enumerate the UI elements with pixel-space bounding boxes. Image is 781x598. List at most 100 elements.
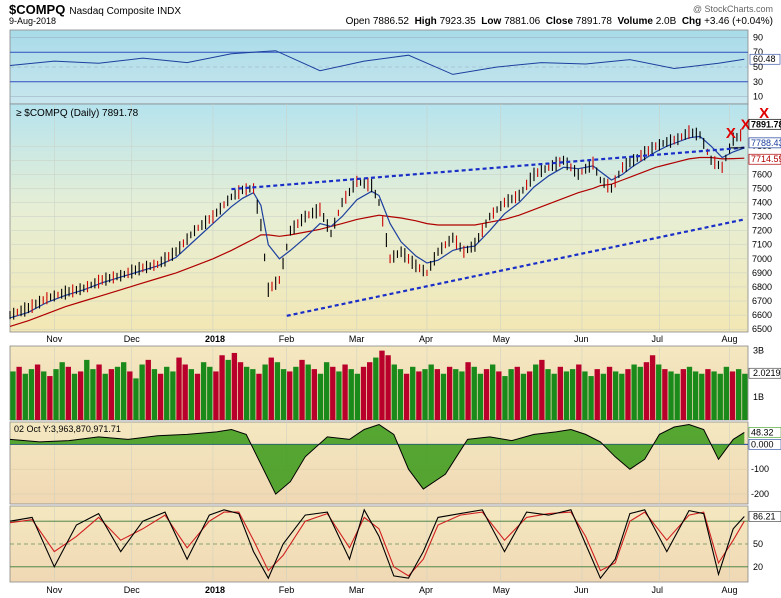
- stochastic-d-line: [9, 511, 745, 577]
- price-tick: 7200: [752, 226, 772, 236]
- volume-bar: [520, 373, 527, 420]
- volume-bar: [133, 378, 139, 420]
- x-axis-label: Jul: [651, 585, 663, 595]
- volume-bar: [723, 366, 730, 420]
- volume-bar: [686, 366, 693, 420]
- volume-bar: [127, 371, 133, 420]
- volume-bar: [613, 371, 619, 420]
- stochastic-tick: 20: [753, 562, 763, 572]
- x-axis-label: Apr: [419, 585, 433, 595]
- volume-bar: [729, 371, 736, 420]
- volume-bar: [41, 371, 47, 420]
- macd-line: [9, 423, 745, 495]
- volume-bar: [157, 373, 164, 420]
- price-tick: 6900: [752, 268, 772, 278]
- volume-bar: [176, 357, 182, 420]
- volume-bar: [256, 373, 262, 420]
- rsi-line: [9, 50, 745, 75]
- volume-bar: [379, 350, 385, 420]
- volume-bar: [360, 366, 367, 420]
- price-tick: 7600: [752, 169, 772, 179]
- stochastic-tick: 50: [753, 539, 763, 549]
- volume-bar: [465, 362, 471, 420]
- macd-tick: 48.32: [751, 427, 774, 437]
- volume-bar: [508, 369, 514, 420]
- volume-bar: [557, 366, 563, 420]
- volume-bar: [348, 369, 354, 420]
- rsi-tick: 30: [753, 77, 763, 87]
- volume-bar: [545, 369, 551, 420]
- volume-bar: [367, 362, 373, 420]
- last-value-box: [748, 153, 781, 165]
- volume-bar: [594, 369, 600, 420]
- quote-line: Open 7886.52 High 7923.35 Low 7881.06 Cl…: [345, 16, 773, 27]
- x-axis-label: Dec: [124, 334, 141, 344]
- volume-bar: [188, 369, 194, 420]
- volume-bar: [317, 373, 324, 420]
- close-value: 7891.78: [575, 16, 612, 27]
- volume-bar: [692, 371, 699, 420]
- volume-bar: [194, 373, 201, 420]
- volume-bar: [631, 364, 637, 420]
- volume-bar: [336, 371, 342, 420]
- x-marker: X: [726, 125, 736, 142]
- chart-header: $COMPQ Nasdaq Composite INDX 9-Aug-2018 @…: [0, 0, 781, 28]
- volume-bar: [514, 366, 520, 420]
- volume-bar: [330, 366, 336, 420]
- volume-bar: [428, 364, 434, 420]
- macd-value-box: [748, 439, 781, 450]
- volume-bar: [410, 366, 416, 420]
- x-axis-label: Aug: [722, 334, 738, 344]
- volume-bar: [354, 373, 361, 420]
- volume-bar: [250, 369, 256, 420]
- high-value: 7923.35: [439, 16, 476, 27]
- volume-bar: [323, 362, 330, 420]
- volume-bar: [717, 373, 723, 420]
- volume-bar: [705, 369, 711, 420]
- volume-bar: [342, 364, 348, 420]
- volume-bar: [576, 364, 582, 420]
- x-axis-label: Dec: [124, 585, 141, 595]
- volume-bar: [736, 369, 742, 420]
- chart-date: 9-Aug-2018: [9, 16, 57, 26]
- volume-bar: [662, 369, 668, 420]
- stochastic-k-line: [9, 508, 745, 580]
- rsi-tick: 50: [753, 62, 763, 72]
- volume-bar: [637, 366, 643, 420]
- volume-bar: [606, 366, 613, 420]
- credit-text: @ StockCharts.com: [692, 4, 773, 14]
- volume-bar: [268, 357, 274, 420]
- vol-panel: [9, 345, 749, 421]
- volume-bar: [600, 373, 607, 420]
- stochastic-value-box: [748, 511, 781, 522]
- volume-bar: [311, 369, 317, 420]
- volume-bar: [502, 376, 508, 420]
- sma-short-line: [9, 135, 745, 319]
- price-tick: 7300: [752, 212, 772, 222]
- volume-bar: [299, 359, 305, 420]
- volume-bar: [262, 364, 268, 420]
- volume-bar: [649, 355, 656, 420]
- volume-bar: [656, 364, 662, 420]
- x-axis-label: Jun: [574, 585, 589, 595]
- x-axis-label: 2018: [205, 585, 225, 595]
- price-tick: 7500: [752, 183, 772, 193]
- macd-tick: 0.000: [751, 439, 774, 449]
- macd-area: [10, 424, 745, 495]
- volume-bar: [459, 371, 465, 420]
- sma-long-line: [9, 156, 745, 327]
- volume-bar: [403, 373, 410, 420]
- price-tick: 7100: [752, 240, 772, 250]
- volume-bar: [102, 373, 108, 420]
- x-axis-label: Mar: [349, 585, 365, 595]
- x-axis-label: Jun: [574, 334, 589, 344]
- volume-bar: [742, 373, 748, 420]
- volume-bar: [170, 371, 176, 420]
- volume-bar: [496, 371, 502, 420]
- change-value: +3.46 (+0.04%): [704, 16, 773, 27]
- x-axis-label: Feb: [279, 334, 295, 344]
- x-marker: X: [759, 105, 769, 122]
- volume-bar: [422, 369, 428, 420]
- volume-bar: [373, 357, 379, 420]
- volume-bar: [588, 376, 594, 420]
